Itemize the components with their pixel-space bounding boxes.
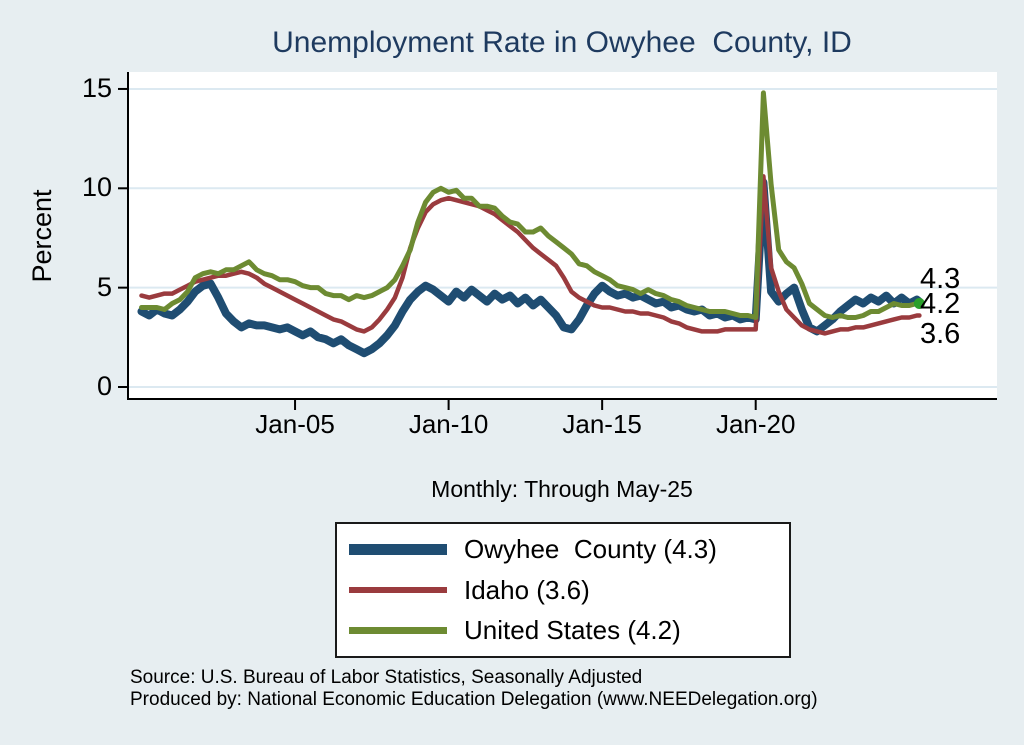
x-tick-label: Jan-10 (408, 409, 489, 439)
source-note: Source: U.S. Bureau of Labor Statistics,… (130, 667, 643, 688)
y-tick-label: 5 (96, 271, 112, 302)
x-tick-label: Jan-15 (562, 409, 642, 439)
legend-label-owyhee-county: Owyhee County (4.3) (464, 533, 717, 564)
legend-swatch-united-states (349, 627, 447, 635)
chart-subtitle: Monthly: Through May-25 (431, 476, 693, 502)
series-line-united-states (139, 90, 922, 320)
plot-area (118, 72, 997, 410)
legend-label-idaho: Idaho (3.6) (464, 574, 590, 605)
end-label-idaho: 3.6 (920, 318, 961, 350)
legend-item-united-states: United States (4.2) (349, 615, 789, 646)
producer-note: Produced by: National Economic Education… (130, 689, 818, 710)
y-tick-label: 0 (96, 371, 112, 401)
legend-swatch-owyhee-county (349, 543, 447, 555)
legend-item-owyhee-county: Owyhee County (4.3) (349, 534, 789, 565)
end-label-united-states: 4.2 (920, 288, 961, 320)
x-tick-label: Jan-20 (715, 409, 796, 439)
legend-item-idaho: Idaho (3.6) (349, 575, 789, 606)
plot-area-svg (118, 72, 997, 410)
end-label-owyhee-county: 4.3 (920, 263, 961, 295)
legend-swatch-idaho (349, 587, 447, 593)
series-line-idaho (139, 174, 922, 336)
x-tick-label: Jan-05 (255, 409, 335, 439)
legend-label-united-states: United States (4.2) (464, 615, 681, 646)
chart-title: Unemployment Rate in Owyhee County, ID (272, 26, 852, 59)
y-tick-label: 15 (81, 72, 112, 103)
legend: Owyhee County (4.3) Idaho (3.6) United S… (335, 522, 791, 658)
y-tick-label: 10 (81, 172, 112, 203)
united-states-end-marker-dot (913, 298, 925, 310)
series-line-owyhee-county (137, 178, 924, 358)
